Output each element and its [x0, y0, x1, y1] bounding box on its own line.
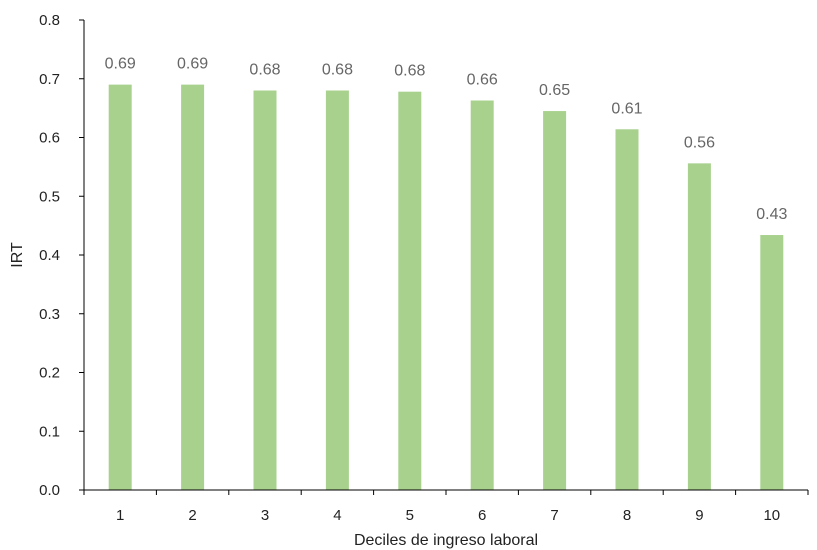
x-tick-label: 5: [406, 507, 414, 524]
bar: [543, 111, 567, 490]
bar: [181, 84, 205, 490]
x-tick-label: 9: [695, 507, 703, 524]
x-tick-label: 3: [261, 507, 269, 524]
bar: [108, 84, 132, 490]
y-axis-title: IRT: [9, 242, 26, 268]
data-label: 0.56: [684, 134, 715, 151]
y-tick-label: 0.7: [39, 71, 60, 88]
y-tick-label: 0.1: [39, 423, 60, 440]
data-labels: 0.69 0.69 0.68 0.68 0.68 0.66 0.65 0.61 0.56 0.43: [105, 56, 788, 223]
data-label: 0.68: [249, 62, 280, 79]
y-tick-label: 0.6: [39, 130, 60, 147]
bar: [687, 163, 711, 490]
y-tick-label: 0.3: [39, 306, 60, 323]
data-label: 0.61: [611, 100, 642, 117]
bar: [325, 90, 349, 490]
x-tick-label: 1: [116, 507, 124, 524]
data-label: 0.65: [539, 82, 570, 99]
y-tick-label: 0.4: [39, 247, 60, 264]
x-tick-label: 8: [623, 507, 631, 524]
x-axis-ticks: 1 2 3 4 5 6 7 8 9 10: [83, 490, 809, 524]
data-label: 0.43: [756, 206, 787, 223]
bar: [615, 129, 639, 490]
data-label: 0.66: [467, 71, 498, 88]
y-tick-label: 0.0: [39, 482, 60, 499]
y-tick-label: 0.8: [39, 12, 60, 29]
data-label: 0.69: [177, 56, 208, 73]
data-label: 0.68: [322, 62, 353, 79]
bars: [108, 84, 784, 491]
x-tick-label: 10: [763, 507, 780, 524]
data-label: 0.68: [394, 63, 425, 80]
bar: [470, 100, 494, 491]
x-tick-label: 6: [478, 507, 486, 524]
y-tick-label: 0.2: [39, 365, 60, 382]
x-axis-title: Deciles de ingreso laboral: [354, 532, 538, 549]
x-tick-label: 4: [333, 507, 341, 524]
bar: [760, 235, 784, 490]
y-axis-ticks: 0.0 0.1 0.2 0.3 0.4 0.5 0.6 0.7 0.8: [39, 12, 84, 499]
x-tick-label: 2: [188, 507, 196, 524]
bar: [398, 91, 422, 491]
x-tick-label: 7: [550, 507, 558, 524]
data-label: 0.69: [105, 56, 136, 73]
y-tick-label: 0.5: [39, 188, 60, 205]
bar: [253, 90, 277, 490]
